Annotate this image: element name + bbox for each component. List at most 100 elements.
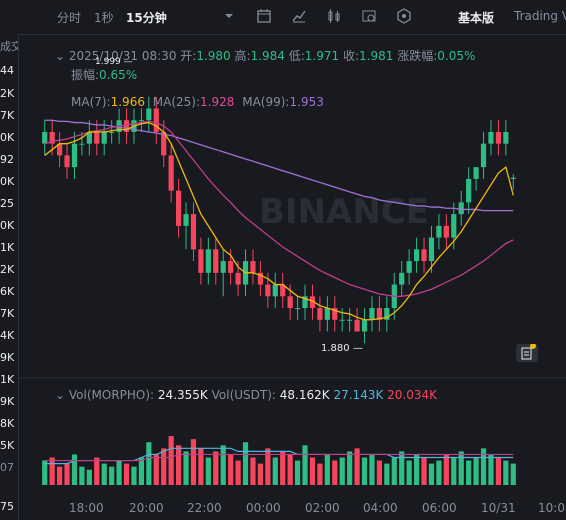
volume-bar bbox=[369, 454, 375, 485]
candle-body bbox=[384, 308, 390, 320]
volume-bar bbox=[361, 457, 368, 485]
candle-body bbox=[324, 308, 330, 320]
left-amount-column: 成交额 44 2K 7K 0K 92 0K 25 0K 1K 2K 6K 7K … bbox=[0, 34, 19, 520]
tab-timeshare[interactable]: 分时 bbox=[57, 11, 82, 25]
volume-bar bbox=[183, 451, 189, 485]
vol-usdt-value: 48.162K bbox=[279, 388, 330, 402]
candle-body bbox=[495, 131, 502, 144]
ma7-label: MA(7): bbox=[71, 95, 111, 109]
chart-canvas[interactable]: BINANCE bbox=[19, 35, 566, 520]
volume-bar bbox=[332, 460, 338, 485]
volume-info: ⌄ Vol(MORPHO): 24.355K Vol(USDT): 48.162… bbox=[55, 388, 437, 402]
ma7-value: 1.966 bbox=[110, 95, 145, 109]
volume-bar bbox=[480, 448, 487, 485]
volume-bar bbox=[94, 457, 100, 485]
high-value: 1.984 bbox=[250, 49, 285, 63]
volume-bar bbox=[294, 460, 301, 485]
volume-bar bbox=[138, 457, 145, 485]
volume-ma-a-line bbox=[44, 447, 514, 465]
high-label: 高: bbox=[234, 49, 251, 63]
ma-legend: MA(7):1.966 MA(25):1.928 MA(99):1.953 bbox=[71, 95, 324, 109]
line-chart-icon[interactable] bbox=[291, 8, 307, 24]
candle-body bbox=[257, 272, 264, 285]
volume-bar bbox=[242, 442, 249, 485]
high-annotation: 1.999 — bbox=[95, 57, 133, 67]
volume-bar bbox=[421, 457, 427, 485]
amp-value: 0.65% bbox=[99, 68, 138, 82]
candle-body bbox=[480, 143, 487, 168]
volume-bar bbox=[324, 454, 330, 485]
x-axis-label: 20:00 bbox=[129, 501, 164, 515]
volume-bar bbox=[42, 460, 48, 485]
notes-button[interactable] bbox=[516, 344, 538, 362]
low-annotation-text: 1.880 bbox=[321, 343, 350, 354]
candle-body bbox=[190, 214, 197, 250]
x-axis-label: 22:00 bbox=[187, 501, 222, 515]
chevron-down-icon[interactable] bbox=[222, 9, 238, 25]
volume-bar bbox=[458, 451, 464, 485]
tab-1s[interactable]: 1秒 bbox=[94, 11, 114, 25]
open-value: 1.980 bbox=[196, 49, 231, 63]
hexagon-icon[interactable] bbox=[396, 8, 412, 24]
ma7-line bbox=[44, 121, 514, 321]
volume-bar bbox=[131, 466, 137, 485]
candle-body bbox=[466, 178, 472, 203]
candlestick-chart[interactable]: BINANCE ⌄ 2025/10/31 08:30 开:1.980 高:1.9… bbox=[19, 35, 566, 520]
ma25-label: MA(25): bbox=[152, 95, 201, 109]
candle-body bbox=[213, 249, 219, 273]
tradingview-tab[interactable]: Trading V bbox=[514, 9, 566, 23]
candle-body bbox=[503, 131, 509, 144]
candle-body bbox=[220, 261, 226, 273]
candle-date: 2025/10/31 08:30 bbox=[68, 49, 177, 63]
candle-body bbox=[64, 155, 70, 168]
chart-toolbar: 分时 1秒 15分钟 基本版 Trading V bbox=[0, 0, 566, 35]
volume-bar bbox=[309, 457, 316, 485]
amount-label: 1K bbox=[0, 373, 15, 386]
candle-body bbox=[421, 249, 427, 262]
candle-body bbox=[272, 284, 278, 297]
volume-bar bbox=[317, 463, 323, 485]
volume-bar bbox=[71, 454, 78, 485]
calendar-icon[interactable] bbox=[256, 8, 272, 24]
volume-bar bbox=[436, 460, 442, 485]
candle-body bbox=[332, 308, 338, 320]
volume-bar bbox=[347, 451, 353, 485]
candle-body bbox=[347, 319, 353, 321]
tab-15m[interactable]: 15分钟 bbox=[126, 11, 167, 25]
candle-body bbox=[361, 319, 368, 332]
chevron-down-icon[interactable]: ⌄ bbox=[55, 49, 66, 63]
candle-body bbox=[168, 155, 174, 191]
ma99-value: 1.953 bbox=[289, 95, 324, 109]
x-axis-label: 02:00 bbox=[305, 501, 340, 515]
basic-version-tab[interactable]: 基本版 bbox=[458, 11, 495, 25]
candle-body bbox=[376, 308, 383, 320]
volume-bar bbox=[510, 463, 516, 485]
candle-body bbox=[488, 131, 494, 144]
candle-body bbox=[250, 261, 256, 273]
settings-icon[interactable] bbox=[361, 8, 377, 24]
candles-icon[interactable] bbox=[326, 8, 342, 24]
volume-bar bbox=[109, 466, 115, 485]
amount-label: 92 bbox=[0, 153, 14, 166]
volume-bar bbox=[443, 454, 449, 485]
x-axis-label: 00:00 bbox=[246, 501, 281, 515]
volume-bar bbox=[250, 457, 256, 485]
amount-label: 6K bbox=[0, 285, 15, 298]
volume-bar bbox=[428, 463, 435, 485]
x-axis-label: 10:00 bbox=[538, 501, 566, 515]
candle-body bbox=[451, 214, 457, 238]
volume-bar bbox=[153, 454, 159, 485]
amount-label: 7K bbox=[0, 307, 15, 320]
candle-body bbox=[175, 190, 182, 226]
candle-body bbox=[138, 120, 145, 122]
candle-body bbox=[86, 131, 92, 144]
volume-bar bbox=[101, 463, 107, 485]
amount-label: 9K bbox=[0, 395, 15, 408]
volume-bar bbox=[175, 445, 182, 485]
candle-body bbox=[287, 296, 293, 309]
chevron-down-icon[interactable]: ⌄ bbox=[55, 388, 66, 402]
x-axis-label: 10/31 bbox=[481, 501, 516, 515]
volume-bar bbox=[265, 448, 271, 485]
candle-body bbox=[458, 202, 464, 215]
volume-bar bbox=[220, 445, 226, 485]
